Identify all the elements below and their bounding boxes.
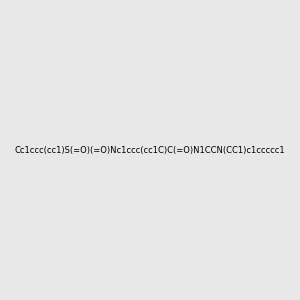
Text: Cc1ccc(cc1)S(=O)(=O)Nc1ccc(cc1C)C(=O)N1CCN(CC1)c1ccccc1: Cc1ccc(cc1)S(=O)(=O)Nc1ccc(cc1C)C(=O)N1C… [15,146,285,154]
